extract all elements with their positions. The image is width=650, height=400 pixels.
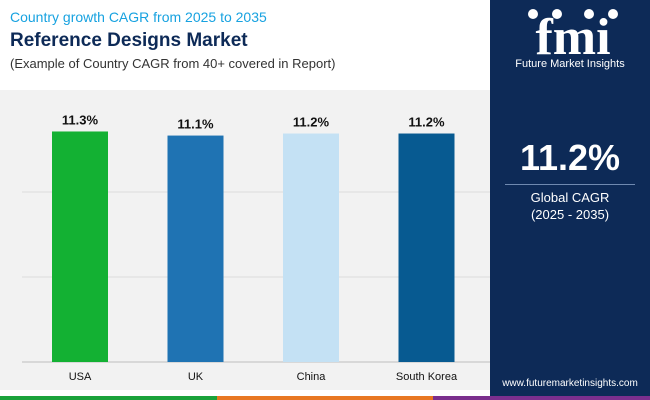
logo-lettering: fmi — [535, 9, 610, 66]
global-cagr-label: Global CAGR — [530, 190, 610, 205]
footer-color-bar — [0, 396, 650, 400]
bar-uk — [167, 135, 224, 362]
logo-icon-3 — [584, 9, 594, 19]
cagr-divider — [505, 184, 635, 185]
footer-segment-orange — [216, 396, 434, 400]
bar-china — [283, 133, 339, 362]
global-cagr-value: 11.2% — [519, 137, 621, 178]
data-label: 11.2% — [408, 115, 445, 130]
bar-chart: 11.3% USA 11.1% UK 11.2% China 11.2% South Kore… — [22, 112, 490, 383]
chart-subtitle: (Example of Country CAGR from 40+ covere… — [10, 56, 336, 71]
logo-icon-2 — [552, 9, 562, 19]
x-tick-label: China — [297, 371, 327, 383]
footer-segment-purple — [433, 396, 650, 400]
chart-title: Reference Designs Market — [10, 30, 248, 51]
x-tick-label: South Korea — [396, 371, 458, 383]
header-context-line: Country growth CAGR from 2025 to 2035 — [10, 9, 267, 25]
bar-usa — [52, 131, 108, 362]
data-label: 11.2% — [293, 115, 330, 130]
data-label: 11.1% — [177, 117, 214, 132]
bar-south-korea — [398, 133, 455, 362]
global-cagr-period: (2025 - 2035) — [530, 207, 610, 222]
x-tick-label: UK — [188, 371, 204, 383]
logo-icon-4 — [608, 9, 618, 19]
chart-header: Country growth CAGR from 2025 to 2035 Re… — [0, 0, 490, 76]
summary-panel — [490, 0, 650, 400]
brand-name: Future Market Insights — [515, 58, 625, 70]
x-tick-label: USA — [69, 371, 92, 383]
footer-segment-green — [0, 396, 217, 400]
data-label: 11.3% — [62, 112, 99, 127]
website-link[interactable]: www.futuremarketinsights.com — [502, 378, 638, 389]
logo-icon-1 — [528, 9, 538, 19]
fmi-logo: fmi — [528, 9, 618, 66]
